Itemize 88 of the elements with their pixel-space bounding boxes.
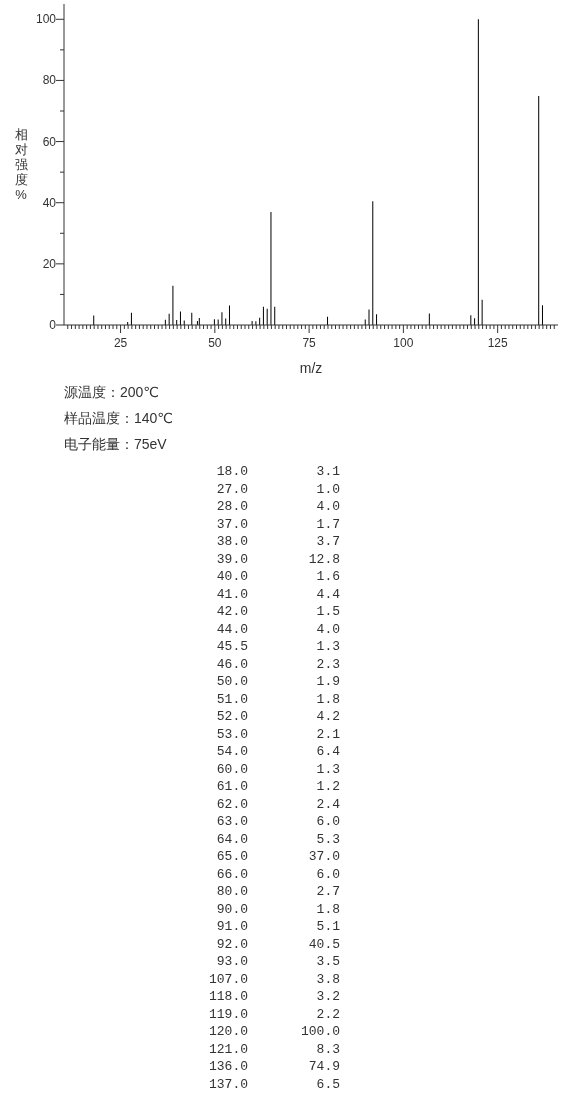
category-label: 44.0 (215, 620, 248, 638)
x-tick-label: 25 (113, 336, 128, 350)
text: 1.6 (316, 569, 340, 585)
category-label: 38.0 (215, 533, 248, 551)
text: 4.4 (316, 586, 340, 602)
category-label: 119.0 (208, 1005, 248, 1023)
text: 电子能量：75eV (64, 435, 168, 454)
text: 4.2 (316, 709, 340, 725)
x-axis-title: m/z (299, 360, 323, 376)
text: 1.3 (316, 761, 340, 777)
category-label: 53.0 (215, 725, 248, 743)
category-label: 136.0 (208, 1058, 248, 1076)
text: 1.8 (316, 901, 340, 917)
text: 1.7 (316, 516, 340, 532)
text: 74.9 (308, 1059, 340, 1075)
x-tick-label: 75 (302, 336, 317, 350)
category-label: 61.0 (215, 778, 248, 796)
text: 1.9 (316, 674, 340, 690)
text: 6.0 (316, 814, 340, 830)
text: 2.2 (316, 1006, 340, 1022)
text: 37.0 (308, 849, 340, 865)
text: 样品温度：140℃ (64, 409, 175, 428)
text: 100.0 (300, 1024, 340, 1040)
category-label: 50.0 (215, 673, 248, 691)
text: 6.0 (316, 866, 340, 882)
category-label: 42.0 (215, 603, 248, 621)
category-label: 91.0 (215, 918, 248, 936)
text: 2.7 (316, 884, 340, 900)
category-label: 90.0 (215, 900, 248, 918)
text: 8.3 (316, 1041, 340, 1057)
y-tick-label: 40 (42, 195, 57, 210)
text: 1.3 (316, 639, 340, 655)
y-tick-label: 0 (49, 318, 57, 332)
category-label: 107.0 (208, 970, 248, 988)
category-label: 27.0 (215, 480, 248, 498)
category-label: 28.0 (215, 498, 248, 516)
category-label: 62.0 (215, 795, 248, 813)
x-tick-label: 50 (208, 336, 222, 350)
category-label: 93.0 (215, 953, 248, 971)
text: 5.3 (316, 831, 340, 847)
text: 1.8 (316, 691, 340, 707)
category-label: 37.0 (215, 515, 248, 533)
category-label: 39.0 (215, 550, 248, 568)
category-label: 80.0 (215, 883, 248, 901)
y-axis-title: 相对强度% (14, 127, 28, 202)
category-label: 66.0 (215, 865, 248, 883)
category-label: 64.0 (215, 830, 248, 848)
text: 6.4 (316, 744, 340, 760)
category-label: 46.0 (215, 655, 248, 673)
text: 5.1 (316, 919, 340, 935)
category-label: 41.0 (215, 585, 248, 603)
y-tick-label: 60 (42, 134, 57, 149)
category-label: 63.0 (215, 813, 248, 831)
text: 2.3 (316, 656, 340, 672)
text: 源温度：200℃ (64, 383, 161, 402)
category-label: 118.0 (208, 988, 248, 1006)
category-label: 40.0 (215, 568, 248, 586)
y-tick-label: 20 (42, 256, 57, 271)
category-label: 92.0 (215, 935, 248, 953)
text: 1.5 (316, 604, 340, 620)
text: 3.2 (316, 989, 340, 1005)
text: 3.7 (316, 534, 340, 550)
category-label: 120.0 (208, 1023, 248, 1041)
text: 1.2 (316, 779, 340, 795)
category-label: 54.0 (215, 743, 248, 761)
category-label: 137.0 (208, 1075, 248, 1093)
text: 1.0 (316, 481, 340, 497)
y-tick-label: 80 (42, 73, 57, 88)
text: 2.1 (316, 726, 340, 742)
text: 2.4 (316, 796, 340, 812)
text: 12.8 (308, 551, 340, 567)
text: 3.8 (316, 971, 340, 987)
x-tick-label: 100 (393, 336, 414, 350)
category-label: 52.0 (215, 708, 248, 726)
category-label: 51.0 (215, 690, 248, 708)
category-label: 18.0 (215, 463, 248, 481)
text: 40.5 (308, 936, 340, 952)
category-label: 60.0 (215, 760, 248, 778)
category-label: 121.0 (208, 1040, 248, 1058)
category-label: 45.5 (215, 638, 248, 656)
text: 3.1 (316, 464, 340, 480)
x-tick-label: 125 (487, 336, 508, 350)
y-tick-label: 100 (35, 12, 57, 27)
category-label: 65.0 (215, 848, 248, 866)
text: 6.5 (316, 1076, 340, 1092)
text: 3.5 (316, 954, 340, 970)
text: 4.0 (316, 499, 340, 515)
text: 4.0 (316, 621, 340, 637)
